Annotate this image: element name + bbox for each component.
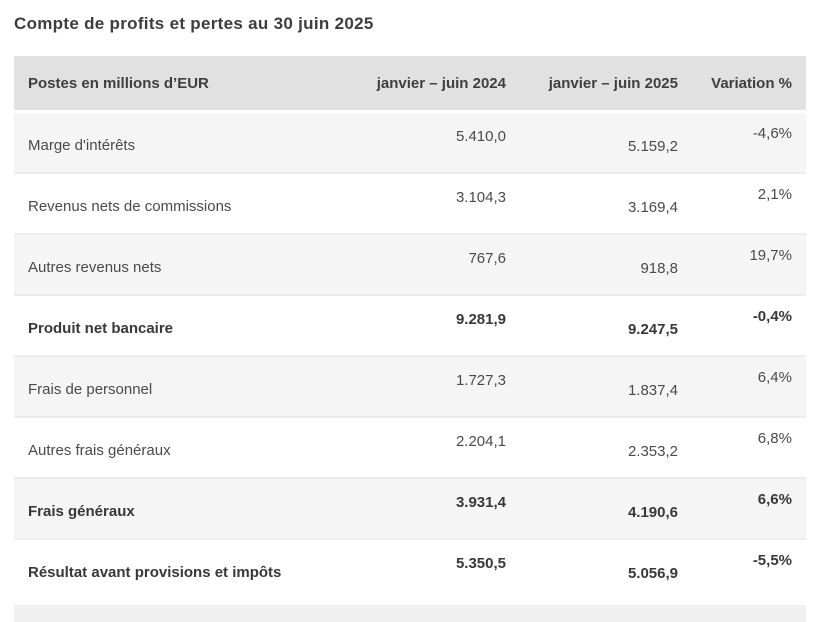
- column-header-period-2024: janvier – juin 2024: [354, 56, 506, 113]
- variation-value: 6,8%: [757, 430, 792, 447]
- variation-cell: -4,6%: [678, 113, 806, 172]
- table-row-autres-frais-generaux: Autres frais généraux 2.204,1 2.353,2 6,…: [14, 416, 806, 477]
- value-2025: 2.353,2: [627, 443, 678, 460]
- row-label-cell: Revenus nets de commissions: [14, 172, 354, 233]
- value-2025-cell: 4.190,6: [506, 477, 678, 538]
- value-2024: 9.281,9: [455, 311, 506, 328]
- variation-value: 19,7%: [749, 247, 792, 264]
- row-label: Frais généraux: [28, 503, 135, 520]
- variation-cell: 6,6%: [678, 477, 806, 538]
- row-label: Revenus nets de commissions: [28, 198, 232, 215]
- value-2025-cell: 5.159,2: [506, 113, 678, 172]
- variation-cell: 6,4%: [678, 355, 806, 416]
- table-header: Postes en millions d’EUR janvier – juin …: [14, 56, 806, 113]
- variation-cell: 2,1%: [678, 172, 806, 233]
- column-header-period-2025: janvier – juin 2025: [506, 56, 678, 113]
- row-label: Autres revenus nets: [28, 259, 162, 276]
- value-2025: 918,8: [640, 260, 678, 277]
- value-2024: 5.410,0: [455, 128, 506, 145]
- value-2025-cell: 3.169,4: [506, 172, 678, 233]
- table-row-frais-generaux: Frais généraux 3.931,4 4.190,6 6,6%: [14, 477, 806, 538]
- value-2024: 767,6: [468, 250, 506, 267]
- variation-value: -0,4%: [752, 308, 792, 325]
- variation-cell: -0,4%: [678, 294, 806, 355]
- value-2024: 3.931,4: [455, 494, 506, 511]
- table-row-marge-interets: Marge d'intérêts 5.410,0 5.159,2 -4,6%: [14, 113, 806, 172]
- value-2025: 3.169,4: [627, 199, 678, 216]
- row-label: Autres frais généraux: [28, 442, 171, 459]
- table-row-resultat-avant-provisions: Résultat avant provisions et impôts 5.35…: [14, 538, 806, 599]
- variation-value: -4,6%: [752, 125, 792, 142]
- value-2025-cell: 918,8: [506, 233, 678, 294]
- value-2024-cell: 2.204,1: [354, 416, 506, 477]
- row-label-cell: Frais de personnel: [14, 355, 354, 416]
- value-2024-cell: 3.931,4: [354, 477, 506, 538]
- value-2024-cell: 5.350,5: [354, 538, 506, 599]
- variation-value: 2,1%: [757, 186, 792, 203]
- table-row-revenus-commissions: Revenus nets de commissions 3.104,3 3.16…: [14, 172, 806, 233]
- table-header-row: Postes en millions d’EUR janvier – juin …: [14, 56, 806, 113]
- row-label-cell: Produit net bancaire: [14, 294, 354, 355]
- value-2024: 2.204,1: [455, 433, 506, 450]
- value-2024-cell: 3.104,3: [354, 172, 506, 233]
- profit-loss-table: Postes en millions d’EUR janvier – juin …: [14, 56, 806, 599]
- value-2025: 5.056,9: [627, 565, 678, 582]
- value-2024: 5.350,5: [455, 555, 506, 572]
- variation-value: 6,4%: [757, 369, 792, 386]
- page-title: Compte de profits et pertes au 30 juin 2…: [14, 14, 374, 33]
- column-header-variation: Variation %: [678, 56, 806, 113]
- value-2025: 1.837,4: [627, 382, 678, 399]
- variation-value: 6,6%: [757, 491, 792, 508]
- value-2025-cell: 2.353,2: [506, 416, 678, 477]
- variation-value: -5,5%: [752, 552, 792, 569]
- value-2024-cell: 767,6: [354, 233, 506, 294]
- value-2025: 4.190,6: [627, 504, 678, 521]
- value-2024-cell: 5.410,0: [354, 113, 506, 172]
- row-label-cell: Résultat avant provisions et impôts: [14, 538, 354, 599]
- table-body: Marge d'intérêts 5.410,0 5.159,2 -4,6% R…: [14, 113, 806, 599]
- row-label-cell: Frais généraux: [14, 477, 354, 538]
- row-label: Résultat avant provisions et impôts: [28, 564, 282, 581]
- row-label: Frais de personnel: [28, 381, 153, 398]
- value-2024-cell: 1.727,3: [354, 355, 506, 416]
- row-label: Produit net bancaire: [28, 320, 174, 337]
- table-row-autres-revenus: Autres revenus nets 767,6 918,8 19,7%: [14, 233, 806, 294]
- value-2025-cell: 5.056,9: [506, 538, 678, 599]
- value-2025: 9.247,5: [627, 321, 678, 338]
- value-2025-cell: 9.247,5: [506, 294, 678, 355]
- column-header-items: Postes en millions d’EUR: [14, 56, 354, 113]
- table-bottom-cutoff-band: [14, 605, 806, 622]
- table-row-produit-net-bancaire: Produit net bancaire 9.281,9 9.247,5 -0,…: [14, 294, 806, 355]
- row-label-cell: Marge d'intérêts: [14, 113, 354, 172]
- variation-cell: -5,5%: [678, 538, 806, 599]
- value-2025: 5.159,2: [627, 138, 678, 155]
- value-2024: 1.727,3: [455, 372, 506, 389]
- variation-cell: 19,7%: [678, 233, 806, 294]
- variation-cell: 6,8%: [678, 416, 806, 477]
- value-2024-cell: 9.281,9: [354, 294, 506, 355]
- table-row-frais-personnel: Frais de personnel 1.727,3 1.837,4 6,4%: [14, 355, 806, 416]
- row-label: Marge d'intérêts: [28, 137, 136, 154]
- value-2024: 3.104,3: [455, 189, 506, 206]
- row-label-cell: Autres revenus nets: [14, 233, 354, 294]
- value-2025-cell: 1.837,4: [506, 355, 678, 416]
- row-label-cell: Autres frais généraux: [14, 416, 354, 477]
